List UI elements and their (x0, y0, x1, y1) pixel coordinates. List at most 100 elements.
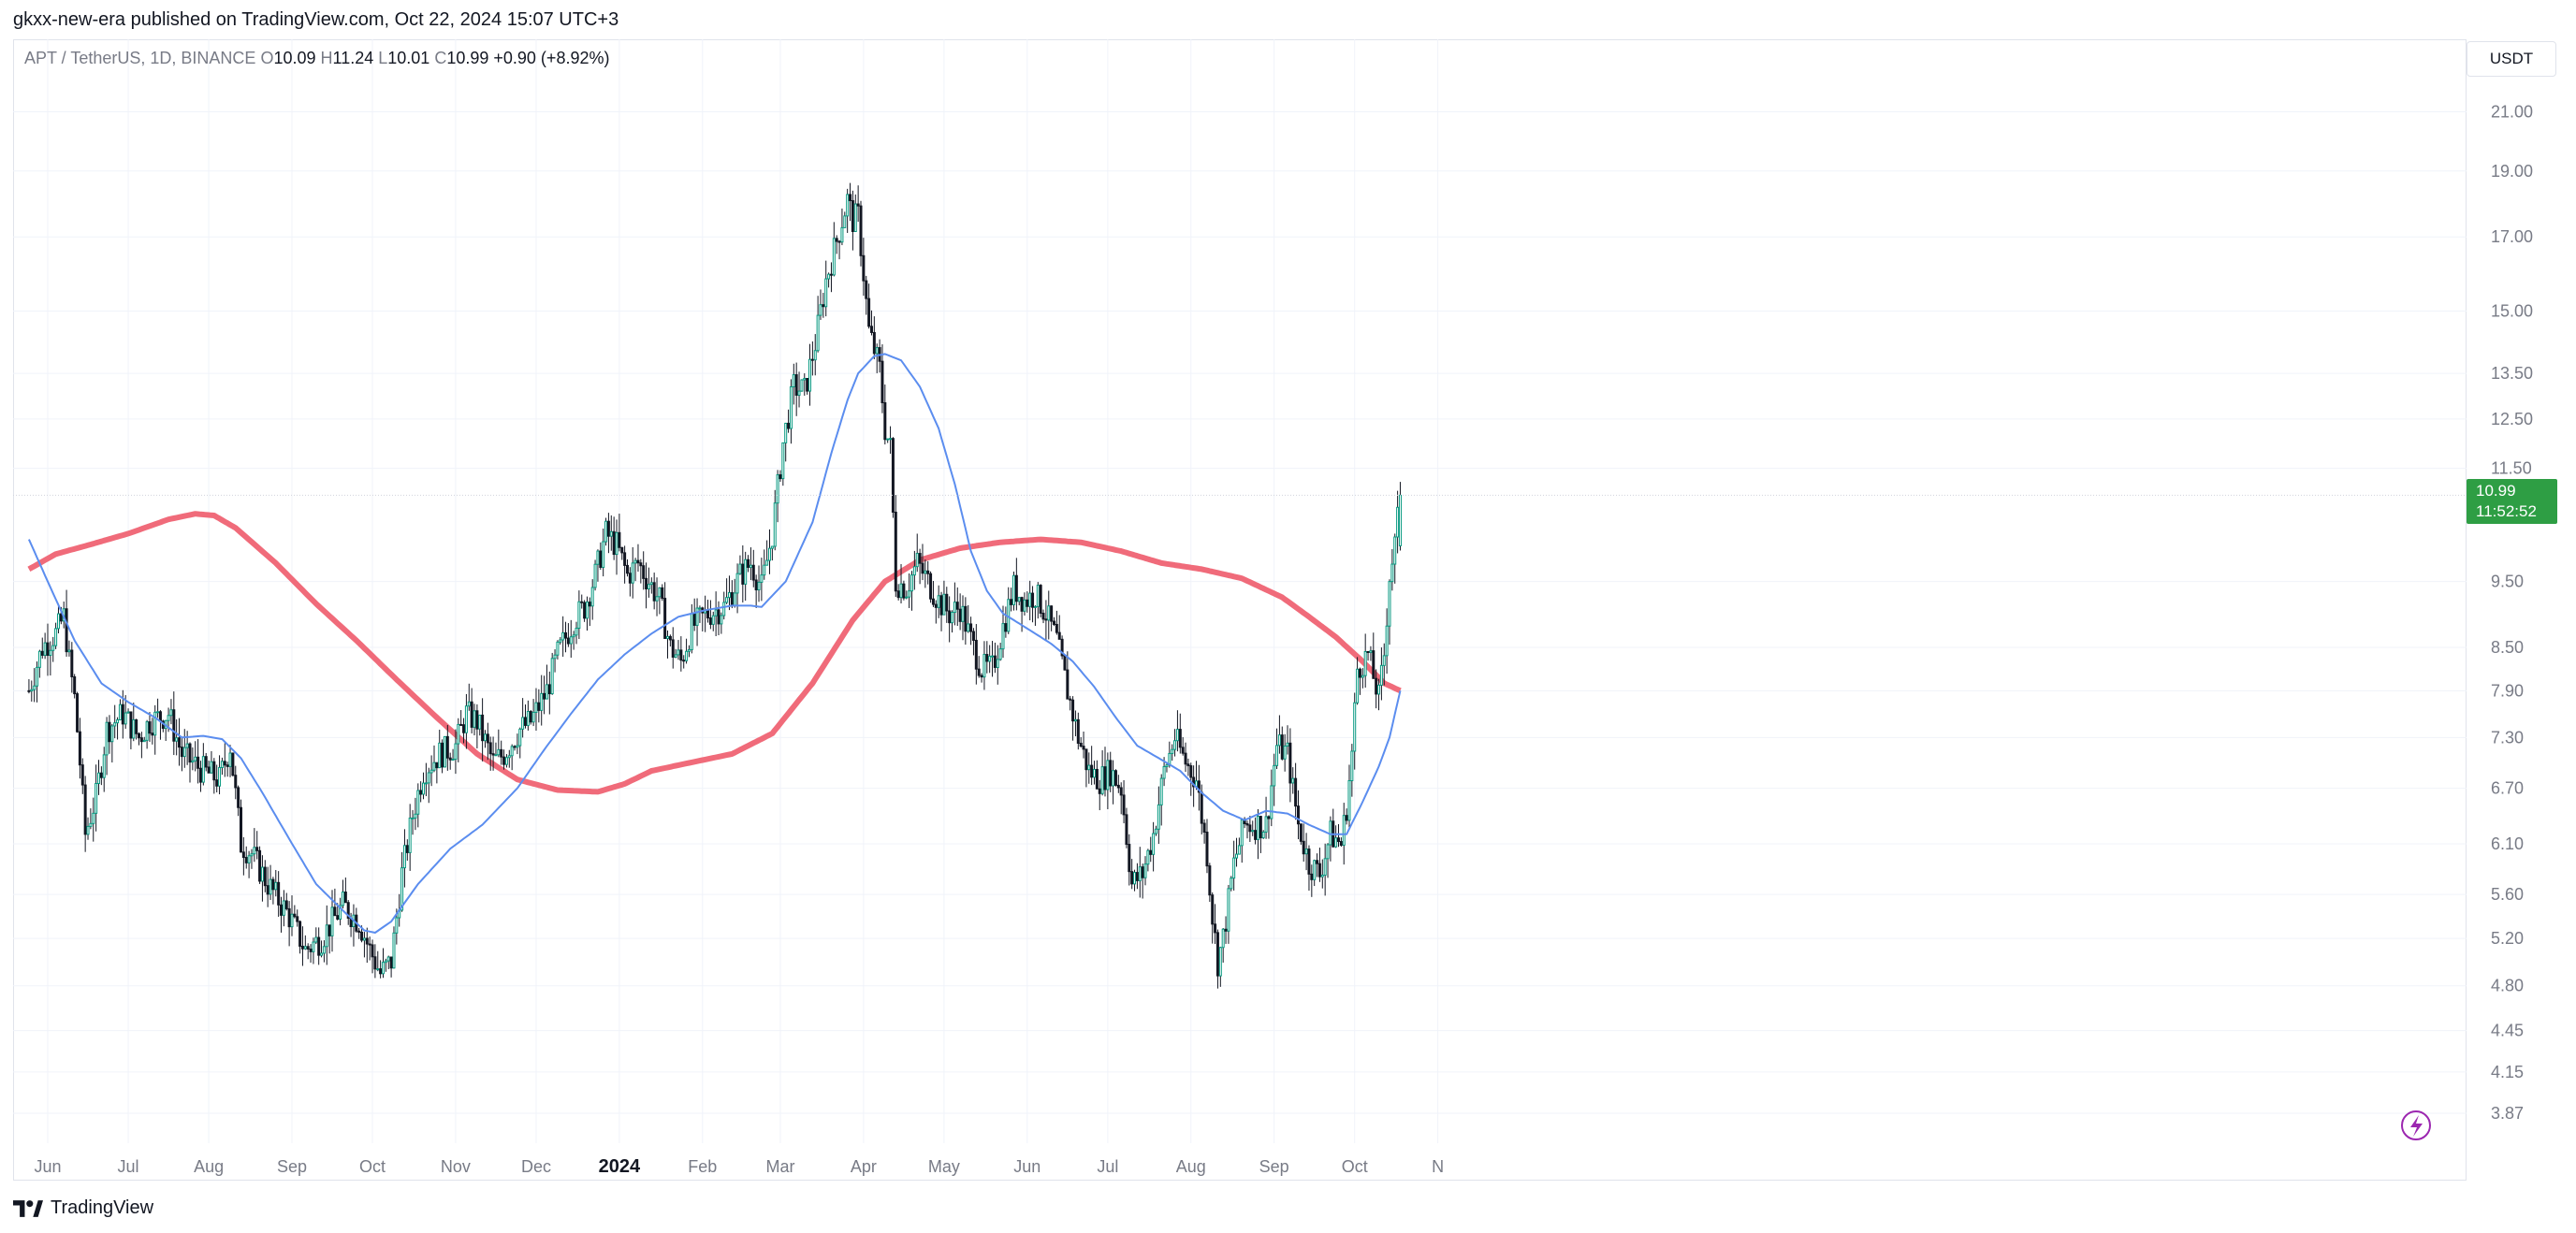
candle (1345, 808, 1348, 825)
candle (559, 636, 562, 646)
candle-body (253, 847, 256, 855)
symbol-name: APT / TetherUS, 1D, BINANCE (24, 49, 256, 67)
candle (445, 724, 449, 771)
candle-body (341, 892, 344, 907)
candle (1112, 760, 1115, 805)
grid (13, 39, 2467, 1143)
candle (43, 632, 47, 660)
candle-body (392, 932, 396, 969)
lightning-bolt-icon[interactable] (2401, 1110, 2431, 1140)
candle (1334, 825, 1338, 849)
candle-body (86, 825, 90, 835)
candle-body (293, 913, 297, 918)
candle (40, 637, 44, 659)
candle-body (1098, 788, 1101, 794)
candle-body (926, 570, 930, 574)
price-tick-label: 6.10 (2491, 834, 2524, 853)
candle-body (706, 610, 710, 619)
candle-body (754, 579, 758, 591)
price-tick-label: 12.50 (2491, 410, 2533, 428)
candle (1316, 853, 1319, 878)
candle (1235, 837, 1239, 867)
candle (1248, 816, 1252, 843)
candle-body (218, 766, 222, 787)
candle (518, 727, 522, 759)
candle-body (1361, 675, 1364, 678)
candle-body (1356, 668, 1360, 704)
candle (770, 545, 774, 561)
time-tick-label: Aug (1176, 1157, 1206, 1176)
candle (1055, 610, 1058, 635)
candle (531, 699, 535, 727)
candle-body (1337, 837, 1341, 843)
candle-body (99, 772, 103, 778)
candle (553, 649, 557, 673)
candle-body (827, 273, 831, 280)
candle-body (668, 635, 672, 641)
candle (967, 604, 970, 633)
candle (749, 547, 752, 581)
candle-body (1178, 729, 1182, 748)
candle (829, 262, 833, 293)
candle (1119, 782, 1123, 815)
candle (781, 442, 785, 486)
candle-body (655, 596, 659, 602)
candle (293, 905, 297, 919)
high-label: H (320, 49, 333, 67)
candle (1375, 669, 1378, 709)
candle-body (1106, 760, 1110, 791)
candle-body (1232, 857, 1236, 879)
footer-brand[interactable]: TradingView (13, 1197, 153, 1219)
candle (880, 344, 884, 413)
candle-body (502, 756, 506, 765)
candle (869, 310, 873, 336)
candle-body (967, 623, 970, 632)
candle (1087, 752, 1091, 784)
candle-body (1047, 605, 1051, 621)
candle (645, 562, 648, 609)
candle (1307, 845, 1311, 892)
candle (204, 752, 208, 772)
currency-selector[interactable]: USDT (2467, 41, 2556, 77)
time-tick-label: Jun (1013, 1157, 1041, 1176)
candle-body (110, 725, 114, 743)
candle-body (1149, 849, 1153, 855)
candle-body (698, 607, 702, 610)
candle (1023, 592, 1026, 616)
candle-body (237, 787, 240, 808)
candle-body (478, 714, 482, 730)
candle (1093, 761, 1097, 785)
candle (1071, 696, 1075, 741)
candle (824, 260, 828, 317)
candle-body (212, 761, 216, 781)
last-price-tag: 10.99 11:52:52 (2467, 479, 2557, 524)
candle-body (1100, 766, 1104, 794)
candle (577, 590, 581, 640)
candle (1366, 651, 1370, 661)
candle (714, 591, 718, 637)
candle (467, 683, 471, 711)
candle (486, 722, 489, 761)
candle (655, 577, 659, 616)
candle-body (1122, 794, 1126, 816)
candle (241, 836, 245, 876)
candle (1270, 769, 1273, 827)
candle-body (296, 916, 299, 922)
candle-body (108, 721, 111, 743)
candle-body (1071, 699, 1075, 722)
candle-body (872, 331, 876, 355)
candle-body (1259, 816, 1262, 839)
candle (76, 691, 80, 733)
candle (282, 890, 285, 927)
candle-body (148, 721, 152, 734)
candle-body (169, 709, 173, 717)
candle (1280, 726, 1284, 761)
candle-body (1283, 745, 1287, 760)
candle-body (250, 853, 254, 857)
candle (250, 849, 254, 869)
time-tick-label: Sep (277, 1157, 307, 1176)
candle (464, 693, 468, 749)
candle-body (488, 742, 492, 755)
candle (556, 640, 560, 660)
